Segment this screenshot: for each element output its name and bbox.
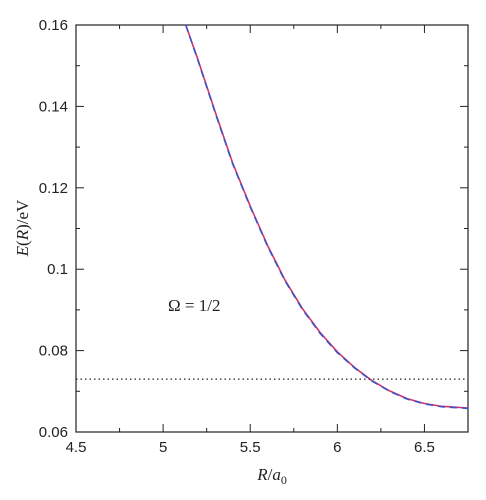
ticks (75, 24, 468, 433)
x-tick-label: 5.5 (240, 439, 261, 456)
y-tick-label: 0.06 (39, 424, 68, 441)
series-layer (76, 24, 469, 410)
x-axis-label: R/a0 (256, 465, 287, 487)
y-tick-label: 0.1 (47, 261, 68, 278)
series-line-solid (185, 24, 469, 409)
x-tick-label: 6.5 (414, 439, 435, 456)
plot-frame (75, 24, 469, 433)
y-tick-label: 0.08 (39, 343, 68, 360)
y-tick-label: 0.12 (39, 180, 68, 197)
y-tick-label: 0.16 (39, 17, 68, 34)
omega-annotation: Ω = 1/2 (168, 296, 220, 315)
y-tick-label: 0.14 (39, 98, 68, 115)
x-tick-label: 5 (159, 439, 167, 456)
x-tick-label: 4.5 (66, 439, 87, 456)
series-line-dashed (185, 24, 469, 410)
x-tick-label: 6 (333, 439, 341, 456)
y-axis-label: E(R)/eV (13, 199, 32, 257)
tick-labels: 4.5 5 5.5 6 6.5 0.06 0.08 0.1 0.12 0.14 0.16 (39, 17, 435, 456)
